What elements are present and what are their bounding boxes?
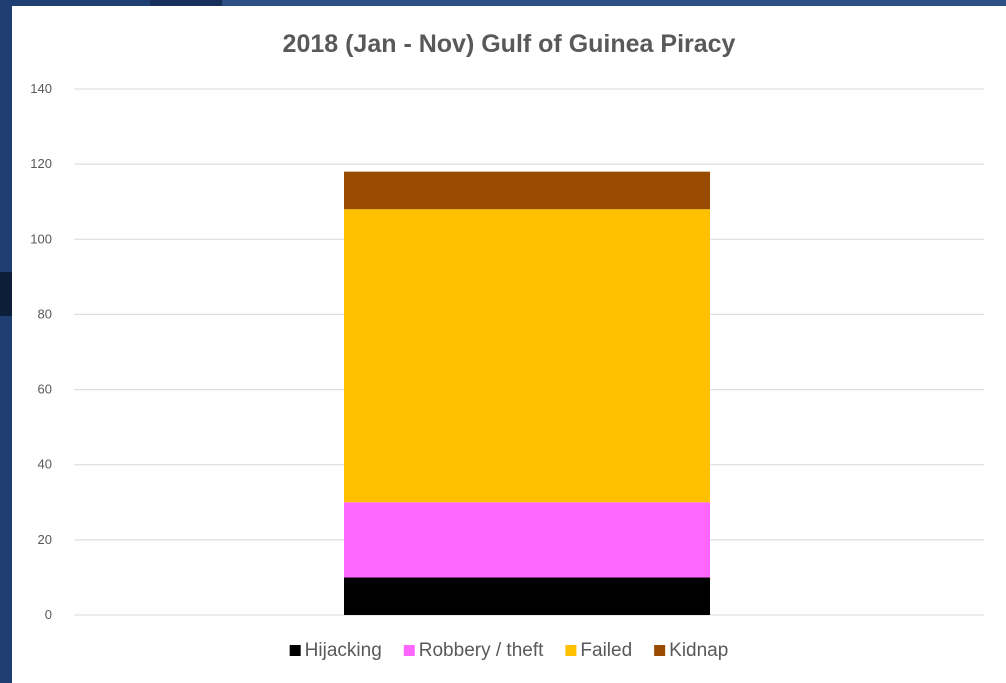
chart-canvas: 2018 (Jan - Nov) Gulf of Guinea Piracy 0… — [30, 30, 984, 661]
y-tick-label: 120 — [30, 156, 52, 171]
legend-swatch-kidnap — [654, 645, 666, 656]
legend-label-failed: Failed — [580, 640, 632, 661]
legend-label-kidnap: Kidnap — [669, 640, 728, 661]
legend-label-hijacking: Hijacking — [305, 640, 382, 661]
bar-segment-failed — [344, 209, 710, 503]
legend-swatch-hijacking — [289, 645, 301, 656]
y-tick-label: 0 — [45, 607, 52, 622]
chart-title: 2018 (Jan - Nov) Gulf of Guinea Piracy — [283, 30, 736, 58]
legend-label-robbery-theft: Robbery / theft — [419, 640, 544, 661]
chart-card: 2018 (Jan - Nov) Gulf of Guinea Piracy 0… — [12, 6, 1006, 683]
window-frame-marker — [0, 272, 12, 316]
bar-segment-robbery-theft — [344, 502, 710, 578]
y-tick-label: 20 — [38, 532, 52, 547]
y-axis-ticks: 0 20 40 60 80 100 120 140 — [30, 81, 52, 622]
window-frame-top — [150, 0, 1006, 6]
window-frame-tab — [150, 0, 222, 6]
legend-swatch-robbery-theft — [403, 645, 415, 656]
legend: Hijacking Robbery / theft Failed Kidnap — [289, 640, 728, 661]
y-tick-label: 100 — [30, 231, 52, 246]
y-tick-label: 80 — [38, 306, 52, 321]
stacked-bar — [344, 171, 710, 615]
y-tick-label: 40 — [38, 457, 52, 472]
y-tick-label: 140 — [30, 81, 52, 96]
legend-swatch-failed — [565, 645, 577, 656]
bar-segment-kidnap — [344, 171, 710, 210]
y-tick-label: 60 — [38, 382, 52, 397]
bar-segment-hijacking — [344, 577, 710, 615]
